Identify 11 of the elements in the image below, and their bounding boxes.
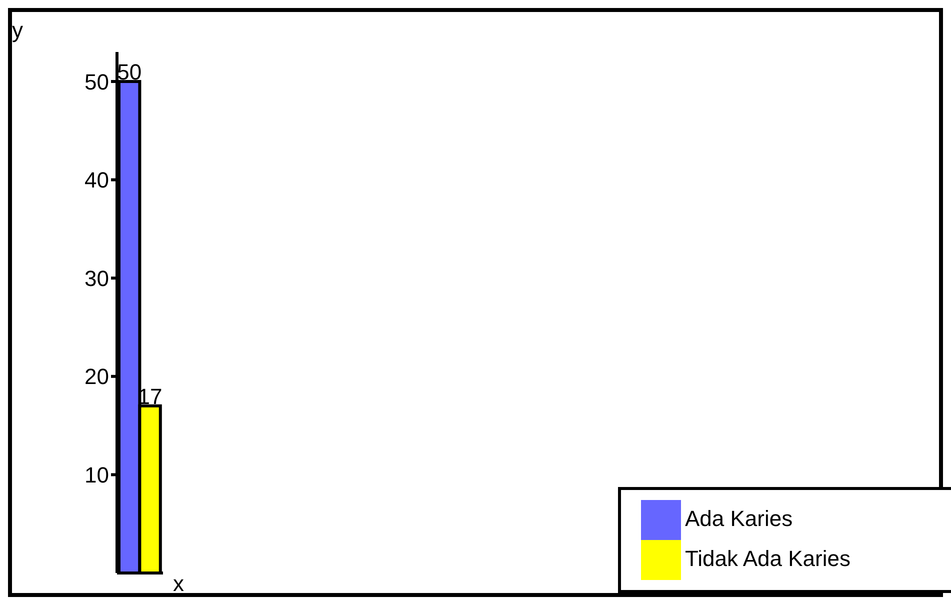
legend-label: Tidak Ada Karies xyxy=(685,546,850,571)
y-tick-label: 30 xyxy=(84,266,109,291)
y-tick-label: 50 xyxy=(84,69,109,94)
x-axis-title: x xyxy=(173,570,184,596)
y-tick-label: 40 xyxy=(84,168,109,193)
legend-label: Ada Karies xyxy=(685,506,793,531)
data-label: 50 xyxy=(117,59,142,84)
data-label: 17 xyxy=(138,384,162,409)
y-tick-label: 10 xyxy=(84,462,109,488)
y-axis-title: y xyxy=(12,18,23,43)
y-tick-label: 20 xyxy=(84,364,109,390)
